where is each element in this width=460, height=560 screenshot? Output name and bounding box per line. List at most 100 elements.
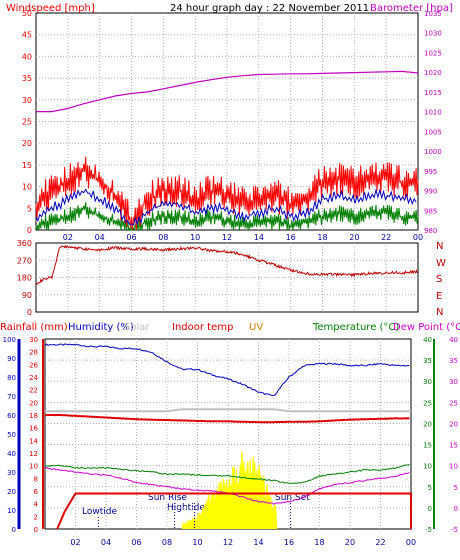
wind-y-tick-label: 20 (22, 139, 32, 148)
temperature-series (44, 464, 410, 484)
rainfall-tick-label: 2 (34, 513, 38, 521)
temperature-x-tick-label: 14 (253, 538, 263, 547)
wind-x-tick-label: 12 (222, 233, 232, 242)
temperature-x-tick-label: 06 (131, 538, 141, 547)
barometer-tick-label: 1010 (424, 109, 442, 117)
barometer-series (36, 70, 419, 113)
dew-point-tick-label: 5 (454, 484, 458, 492)
humidity-tick-label: 20 (7, 488, 16, 496)
rainfall-tick-label: 0 (34, 526, 38, 534)
barometer-tick-label: 980 (424, 227, 437, 235)
dew-point-tick-label: -5 (451, 526, 458, 534)
wind-x-tick-label: 06 (126, 233, 136, 242)
dew-point-tick-label: 40 (449, 336, 458, 344)
barometer-axis-title: Barometer [hpa] (370, 3, 453, 14)
temperature-x-tick-label: 02 (70, 538, 80, 547)
dew-point-tick-label: 35 (449, 357, 458, 365)
temperature-tick-label: -5 (425, 526, 432, 534)
rainfall-series (56, 492, 412, 530)
humidity-tick-label: 30 (7, 469, 16, 477)
barometer-tick-label: 1035 (424, 10, 442, 18)
barometer-tick-label: 1005 (424, 128, 442, 136)
compass-label-e: E (436, 291, 442, 302)
wind-y-tick-label: 50 (22, 9, 32, 18)
temperature-x-tick-label: 22 (375, 538, 385, 547)
legend-humidity: Humidity (%) (68, 322, 134, 333)
annotation-sun-set: Sun Set (275, 493, 310, 503)
legend-rainfall: Rainfall (mm) (0, 322, 68, 333)
temperature-tick-label: 35 (423, 357, 432, 365)
barometer-tick-label: 985 (424, 207, 437, 215)
dew-point-tick-label: 0 (454, 505, 458, 513)
humidity-tick-label: 10 (7, 507, 16, 515)
rainfall-tick-label: 10 (29, 463, 38, 471)
compass-label-bottom-n: N (436, 307, 443, 318)
wind-x-tick-label: 08 (158, 233, 168, 242)
indoor-temp-series (44, 413, 410, 424)
temperature-x-tick-label: 20 (345, 538, 355, 547)
wind-x-tick-label: 02 (63, 233, 73, 242)
wind-gust-series (35, 156, 419, 231)
barometer-tick-label: 1015 (424, 89, 442, 97)
legend-uv: UV (249, 322, 263, 333)
wind-y-tick-label: 5 (27, 204, 32, 213)
wind-y-tick-label: 40 (22, 52, 32, 61)
temperature-panel-legend: Rainfall (mm) Humidity (%) Solar Indoor … (0, 322, 460, 333)
direction-y-tick-label: 270 (17, 256, 32, 265)
wind-y-tick-label: 30 (22, 96, 32, 105)
rainfall-tick-label: 26 (29, 361, 38, 369)
wind-y-tick-label: 25 (22, 118, 32, 127)
rainfall-tick-label: 28 (29, 349, 38, 357)
direction-y-tick-label: 360 (17, 239, 32, 248)
humidity-tick-label: 100 (3, 336, 16, 344)
annotation-sun-rise: Sun Rise (148, 493, 187, 503)
dew-point-tick-label: 15 (449, 442, 458, 450)
compass-label-s: S (436, 274, 442, 285)
dew-point-tick-label: 25 (449, 399, 458, 407)
rainfall-tick-label: 8 (34, 475, 38, 483)
wind-low-series (35, 202, 419, 232)
barometer-tick-label: 995 (424, 168, 437, 176)
direction-y-tick-label: 180 (17, 274, 32, 283)
direction-y-tick-label: 90 (22, 291, 32, 300)
annotation-lowtide: Lowtide (82, 507, 117, 517)
temperature-x-tick-label: 04 (101, 538, 111, 547)
legend-solar: Solar (124, 322, 150, 333)
humidity-tick-label: 40 (7, 450, 16, 458)
compass-labels: N W S E N (436, 241, 446, 318)
humidity-tick-label: 90 (7, 355, 16, 363)
temperature-tick-label: 0 (428, 505, 432, 513)
wind-x-tick-label: 10 (190, 233, 200, 242)
wind-x-tick-label: 22 (381, 233, 391, 242)
wind-x-tick-label: 18 (317, 233, 327, 242)
page-title: 24 hour graph day : 22 November 2011 (170, 3, 369, 14)
temperature-tick-label: 25 (423, 399, 432, 407)
temperature-x-tick-label: 08 (162, 538, 172, 547)
windspeed-axis-title: Windspeed [mph] (6, 3, 95, 14)
temperature-tick-label: 10 (423, 463, 432, 471)
legend-dew-point: Dew Point (°C) (393, 322, 460, 333)
compass-label-top-n: N (436, 241, 443, 252)
humidity-tick-label: 0 (12, 526, 16, 534)
barometer-tick-label: 1030 (424, 30, 442, 38)
plotted-marks: 0510152025303540455098098599099510001005… (3, 9, 458, 547)
wind-average-series (35, 188, 417, 226)
wind-y-tick-label: 45 (22, 31, 32, 40)
rainfall-tick-label: 4 (34, 501, 39, 509)
wind-direction-series (35, 244, 418, 285)
rainfall-tick-label: 12 (29, 450, 38, 458)
compass-label-w: W (436, 258, 446, 269)
wind-x-tick-label: 04 (95, 233, 105, 242)
barometer-tick-label: 1020 (424, 69, 442, 77)
wind-y-tick-label: 35 (22, 74, 32, 83)
wind-x-tick-label: 20 (349, 233, 359, 242)
dew-point-tick-label: 20 (449, 420, 458, 428)
wind-x-tick-label: 00 (413, 233, 423, 242)
humidity-tick-label: 60 (7, 412, 16, 420)
dew-point-tick-label: 30 (449, 378, 458, 386)
wind-y-tick-label: 15 (22, 161, 32, 170)
temperature-x-tick-label: 18 (314, 538, 324, 547)
rainfall-tick-label: 14 (29, 437, 38, 445)
temperature-tick-label: 40 (423, 336, 432, 344)
